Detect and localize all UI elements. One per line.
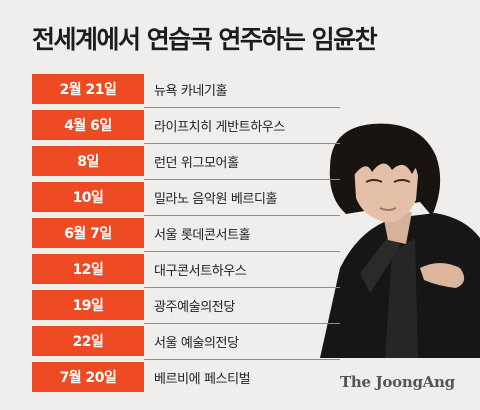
date-badge: 4월 6일 — [32, 110, 144, 140]
date-badge: 8일 — [32, 146, 144, 176]
venue-label: 라이프치히 게반트하우스 — [154, 119, 285, 135]
date-badge: 22일 — [32, 326, 144, 356]
date-badge: 6월 7일 — [32, 218, 144, 248]
page-title: 전세계에서 연습곡 연주하는 임윤찬 — [32, 25, 378, 54]
schedule-row: 2월 21일 뉴욕 카네기홀 — [32, 72, 340, 108]
row-divider — [144, 215, 340, 216]
venue-label: 뉴욕 카네기홀 — [154, 83, 228, 99]
date-badge: 12일 — [32, 254, 144, 284]
venue-label: 서울 예술의전당 — [154, 335, 239, 351]
venue-label: 런던 위그모어홀 — [154, 155, 239, 171]
date-badge: 10일 — [32, 182, 144, 212]
row-divider — [144, 251, 340, 252]
schedule-row: 8일 런던 위그모어홀 — [32, 144, 340, 180]
pianist-photo — [300, 118, 480, 358]
venue-label: 서울 롯데콘서트홀 — [154, 227, 251, 243]
venue-label: 밀라노 음악원 베르디홀 — [154, 191, 278, 207]
row-divider — [144, 179, 340, 180]
row-divider — [144, 359, 340, 360]
schedule-row: 10일 밀라노 음악원 베르디홀 — [32, 180, 340, 216]
schedule-row: 4월 6일 라이프치히 게반트하우스 — [32, 108, 340, 144]
row-divider — [144, 323, 340, 324]
venue-label: 대구콘서트하우스 — [154, 263, 247, 279]
schedule-row: 12일 대구콘서트하우스 — [32, 252, 340, 288]
schedule-row: 22일 서울 예술의전당 — [32, 324, 340, 360]
date-badge: 2월 21일 — [32, 74, 144, 104]
date-badge: 7월 20일 — [32, 362, 144, 392]
row-divider — [144, 143, 340, 144]
publisher-logo: The JoongAng — [340, 373, 455, 391]
row-divider — [144, 107, 340, 108]
date-badge: 19일 — [32, 290, 144, 320]
venue-label: 광주예술의전당 — [154, 299, 235, 315]
schedule-row: 7월 20일 베르비에 페스티벌 — [32, 360, 302, 396]
schedule-list: 2월 21일 뉴욕 카네기홀 4월 6일 라이프치히 게반트하우스 8일 런던 … — [32, 72, 340, 396]
schedule-row: 6월 7일 서울 롯데콘서트홀 — [32, 216, 340, 252]
row-divider — [144, 287, 340, 288]
venue-label: 베르비에 페스티벌 — [154, 371, 251, 387]
schedule-row: 19일 광주예술의전당 — [32, 288, 340, 324]
